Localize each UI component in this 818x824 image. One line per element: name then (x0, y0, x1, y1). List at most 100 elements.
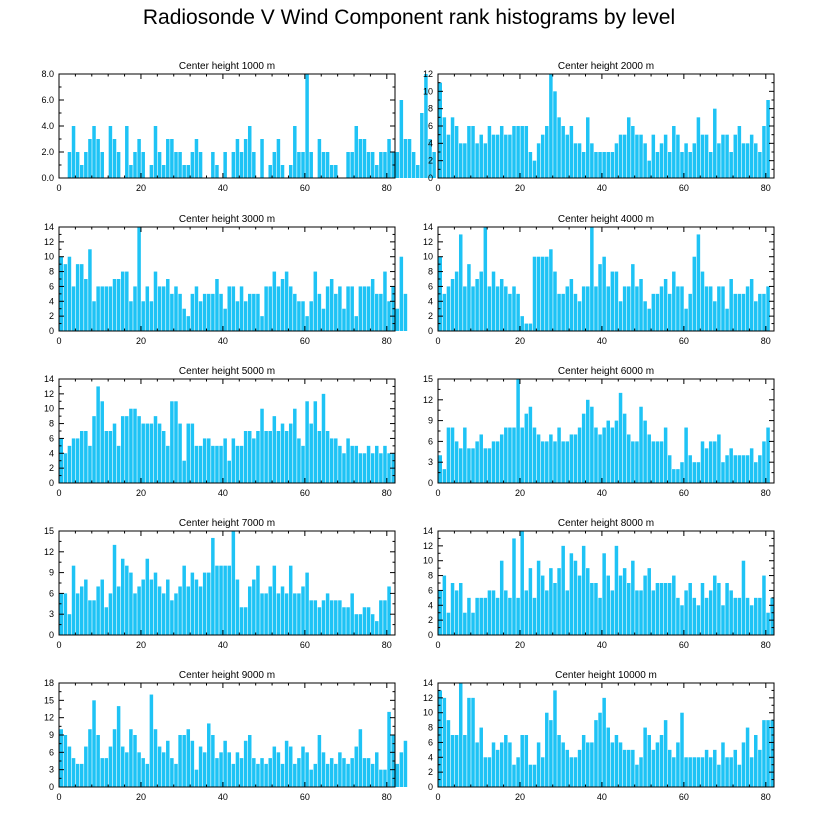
histogram-bar (223, 438, 227, 483)
histogram-bar (545, 590, 549, 635)
y-tick-label: 2 (428, 156, 433, 166)
histogram-bar (284, 431, 289, 483)
histogram-bar (215, 279, 219, 331)
histogram-bar (96, 586, 100, 635)
x-tick-label: 80 (382, 640, 392, 650)
histogram-bar (745, 455, 750, 483)
histogram-bar (504, 590, 508, 635)
histogram-bar (338, 286, 342, 331)
histogram-bar (342, 308, 346, 331)
histogram-bar (231, 286, 236, 331)
panel-title: Center height 9000 m (179, 670, 275, 681)
histogram-bar (235, 579, 240, 635)
histogram-bar (688, 152, 692, 178)
histogram-bar (272, 152, 277, 178)
x-tick-label: 0 (56, 488, 61, 498)
histogram-bar (243, 740, 248, 787)
histogram-bar (129, 729, 133, 787)
histogram-bar (598, 152, 602, 178)
histogram-bar (553, 583, 557, 635)
histogram-bar (631, 749, 635, 787)
y-tick-label: 8 (428, 104, 433, 114)
histogram-bar (411, 152, 416, 178)
histogram-bar (766, 720, 770, 787)
x-tick-label: 40 (218, 792, 228, 802)
histogram-bar (692, 757, 697, 787)
x-tick-label: 40 (597, 183, 607, 193)
histogram-bar (749, 279, 754, 331)
histogram-bar (508, 742, 512, 787)
x-tick-label: 20 (515, 488, 525, 498)
x-tick-label: 60 (300, 640, 310, 650)
histogram-bar (186, 316, 191, 331)
histogram-bar (284, 271, 289, 331)
histogram-bar (524, 413, 529, 483)
y-tick-label: 10 (423, 708, 433, 718)
histogram-bar (125, 752, 129, 787)
y-tick-label: 12 (423, 395, 433, 405)
histogram-bar (561, 293, 565, 331)
histogram-bar (63, 264, 68, 331)
histogram-bar (512, 538, 516, 635)
histogram-bar (438, 690, 442, 787)
panel-title: Center height 5000 m (179, 366, 275, 377)
histogram-bar (370, 453, 375, 483)
histogram-bar (463, 427, 467, 483)
histogram-bar (75, 593, 80, 635)
histogram-bar (676, 286, 680, 331)
histogram-bar (647, 160, 651, 178)
histogram-bar (96, 735, 100, 787)
histogram-bar (387, 453, 391, 483)
x-tick-label: 60 (679, 640, 689, 650)
histogram-bar (63, 453, 68, 483)
histogram-bar (516, 126, 520, 178)
histogram-bar (63, 735, 68, 787)
histogram-bar (676, 742, 680, 787)
histogram-bar (446, 134, 451, 178)
histogram-bar (71, 438, 76, 483)
histogram-bar (280, 763, 285, 787)
histogram-bar (471, 448, 475, 483)
histogram-bar (458, 448, 463, 483)
histogram-bar (610, 152, 615, 178)
histogram-bar (96, 286, 100, 331)
histogram-bar (463, 735, 467, 787)
histogram-bar (545, 712, 549, 787)
histogram-bar (403, 139, 408, 178)
x-tick-label: 0 (56, 640, 61, 650)
histogram-bar (766, 100, 770, 178)
histogram-bar (733, 455, 738, 483)
histogram-bar (194, 579, 199, 635)
histogram-bar (137, 586, 141, 635)
histogram-bar (659, 441, 664, 483)
histogram-bar (524, 126, 529, 178)
histogram-bar (524, 323, 529, 331)
histogram-bar (387, 586, 391, 635)
histogram-bar (84, 152, 88, 178)
histogram-bar (479, 727, 483, 787)
x-tick-label: 0 (435, 488, 440, 498)
histogram-bar (346, 763, 350, 787)
histogram-bar (108, 126, 113, 178)
histogram-bar (729, 448, 733, 483)
histogram-bar (659, 735, 664, 787)
histogram-bar (342, 453, 346, 483)
histogram-bar (116, 279, 121, 331)
x-tick-label: 40 (218, 640, 228, 650)
histogram-bar (71, 758, 76, 787)
histogram-bar (157, 286, 162, 331)
histogram-bar (125, 126, 129, 178)
histogram-bar (362, 286, 367, 331)
histogram-bar (239, 286, 244, 331)
histogram-bar (655, 293, 660, 331)
histogram-bar (329, 758, 334, 787)
histogram-bar (137, 752, 141, 787)
histogram-bar (684, 427, 688, 483)
histogram-bar (741, 293, 746, 331)
histogram-bar (483, 597, 488, 635)
histogram-bar (370, 152, 375, 178)
histogram-bar (325, 152, 330, 178)
histogram-bar (358, 286, 363, 331)
histogram-bar (145, 286, 150, 331)
histogram-bar (379, 453, 383, 483)
